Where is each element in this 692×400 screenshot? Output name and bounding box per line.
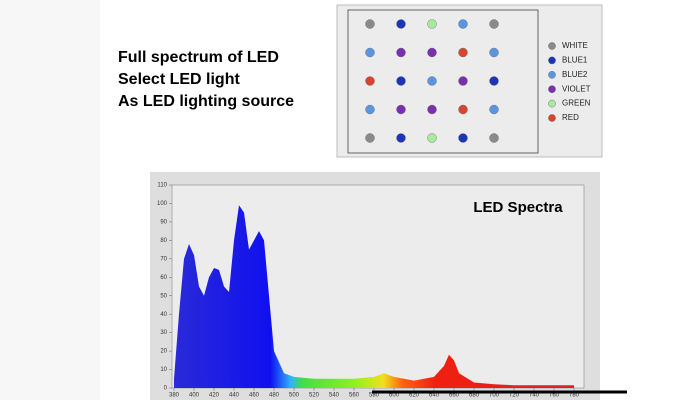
led (458, 76, 468, 86)
led (427, 133, 437, 143)
legend-label: BLUE1 (562, 56, 588, 65)
led (427, 104, 437, 115)
x-tick-label: 620 (409, 393, 420, 399)
x-tick-label: 480 (269, 393, 280, 399)
led (396, 47, 406, 58)
x-tick-label: 640 (429, 393, 440, 399)
x-tick-label: 540 (329, 393, 340, 399)
x-tick-label: 460 (249, 393, 260, 399)
x-tick-label: 740 (529, 393, 540, 399)
y-tick-label: 110 (157, 183, 167, 189)
x-tick-label: 440 (229, 393, 240, 399)
led (365, 47, 375, 58)
heading-line: Select LED light (118, 71, 240, 88)
y-tick-label: 70 (160, 256, 167, 262)
led (427, 19, 437, 29)
x-tick-label: 660 (449, 393, 460, 399)
x-tick-label: 600 (389, 393, 400, 399)
led-grid: WHITE BLUE1 BLUE2 VIOLET GREEN RED (365, 19, 591, 143)
led (396, 76, 406, 86)
x-tick-label: 400 (189, 393, 200, 399)
legend-label: WHITE (562, 41, 588, 50)
legend-swatch (548, 42, 556, 50)
x-tick-label: 780 (569, 393, 580, 399)
led (489, 133, 499, 143)
y-tick-label: 20 (160, 349, 167, 355)
led (365, 104, 375, 115)
x-tick-label: 520 (309, 393, 320, 399)
y-tick-label: 30 (160, 330, 167, 336)
led (489, 47, 499, 58)
y-tick-label: 90 (160, 219, 167, 225)
led (458, 104, 468, 115)
led (365, 76, 375, 86)
led (458, 19, 468, 29)
led (365, 19, 375, 29)
heading-line: As LED lighting source (118, 93, 294, 110)
y-tick-label: 100 (157, 201, 168, 207)
led (458, 47, 468, 58)
y-tick-label: 10 (160, 367, 167, 373)
y-tick-label: 80 (160, 238, 167, 244)
y-tick-label: 0 (164, 386, 168, 392)
led-frame (347, 9, 539, 154)
x-tick-label: 380 (169, 393, 180, 399)
x-tick-label: 760 (549, 393, 560, 399)
side-strip (0, 0, 100, 400)
x-tick-label: 580 (369, 393, 380, 399)
legend-swatch (548, 99, 556, 108)
led (458, 133, 468, 143)
legend-label: VIOLET (562, 84, 591, 93)
x-tick-label: 720 (509, 393, 520, 399)
led-panel (336, 4, 603, 158)
x-tick-label: 420 (209, 393, 220, 399)
led (427, 47, 437, 58)
legend-label: RED (562, 113, 579, 122)
x-tick-label: 560 (349, 393, 360, 399)
spectrum-area (174, 205, 574, 388)
heading-line: Full spectrum of LED (118, 49, 279, 66)
y-tick-label: 60 (160, 275, 167, 281)
led (365, 133, 375, 143)
legend-swatch (548, 71, 556, 79)
y-tick-label: 50 (160, 293, 167, 299)
legend-swatch (548, 114, 556, 122)
x-tick-label: 680 (469, 393, 480, 399)
legend-swatch (548, 56, 556, 65)
text-block: Full spectrum of LED Select LED light As L… (118, 49, 294, 110)
legend-label: GREEN (562, 99, 591, 108)
x-tick-label: 500 (289, 393, 300, 399)
led (489, 76, 499, 86)
led (489, 19, 499, 29)
led (489, 104, 499, 115)
legend-label: BLUE2 (562, 70, 588, 79)
led (396, 19, 406, 29)
x-tick-label: 700 (489, 393, 500, 399)
led (396, 104, 406, 115)
y-tick-label: 40 (160, 312, 167, 318)
chart-title: LED Spectra (473, 199, 563, 216)
led (396, 133, 406, 143)
legend-swatch (548, 85, 556, 93)
led (427, 76, 437, 86)
